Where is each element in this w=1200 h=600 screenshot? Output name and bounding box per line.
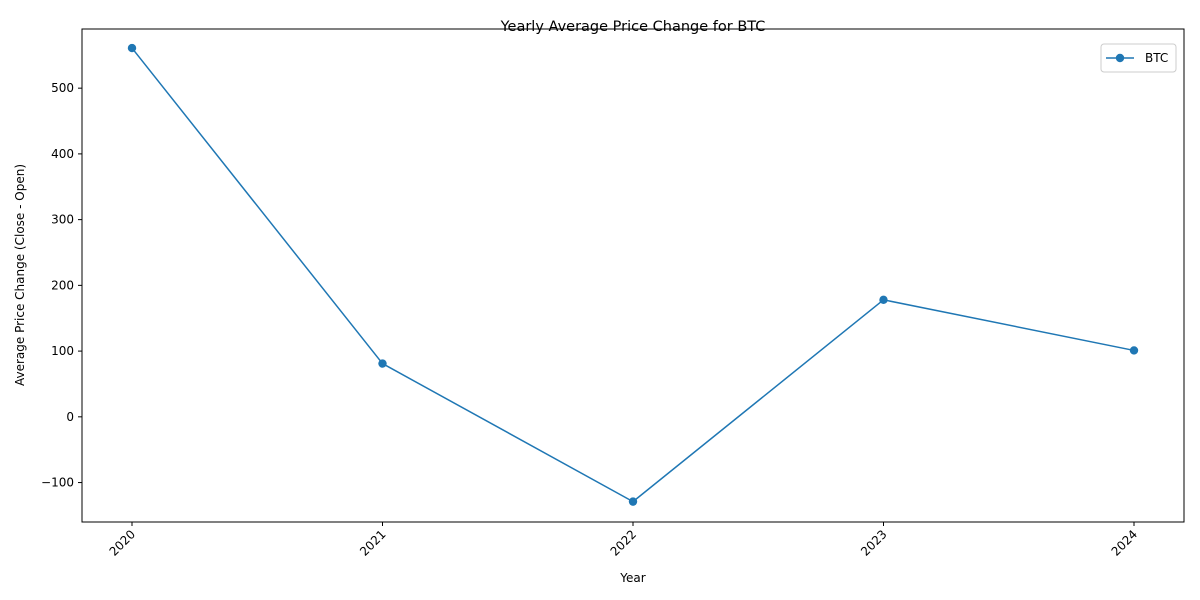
- data-point: [1129, 346, 1139, 355]
- legend-box: [1100, 43, 1177, 73]
- x-tick-label: 2023: [858, 527, 889, 558]
- series-layer: [127, 43, 1139, 506]
- legend-label: BTC: [1145, 51, 1168, 65]
- chart-title: Yearly Average Price Change for BTC: [500, 19, 766, 35]
- y-tick-label: 0: [66, 410, 74, 424]
- data-point: [879, 295, 888, 305]
- data-point: [378, 359, 387, 368]
- y-tick-label: −100: [41, 476, 74, 490]
- y-tick-label: 500: [51, 81, 74, 95]
- x-tick-label: 2024: [1109, 527, 1140, 558]
- x-tick-label: 2021: [357, 527, 388, 558]
- y-tick-label: 400: [51, 147, 74, 161]
- x-tick-label: 2020: [107, 527, 138, 558]
- data-point: [628, 497, 638, 506]
- data-point: [127, 43, 137, 53]
- y-axis-label: Average Price Change (Close - Open): [13, 164, 27, 386]
- x-axis-label: Year: [619, 571, 645, 585]
- plot-frame: [81, 28, 1185, 523]
- series-line: [131, 47, 1135, 503]
- y-axis: −100 0 100 200 300 400 500: [41, 81, 82, 490]
- y-tick-label: 300: [51, 213, 74, 227]
- legend-marker: [1115, 53, 1125, 63]
- legend: BTC: [1100, 43, 1177, 73]
- x-axis: 2020 2021 2022 2023 2024: [107, 522, 1140, 559]
- x-tick-label: 2022: [608, 527, 639, 558]
- y-tick-label: 100: [51, 344, 74, 358]
- y-tick-label: 200: [51, 278, 74, 292]
